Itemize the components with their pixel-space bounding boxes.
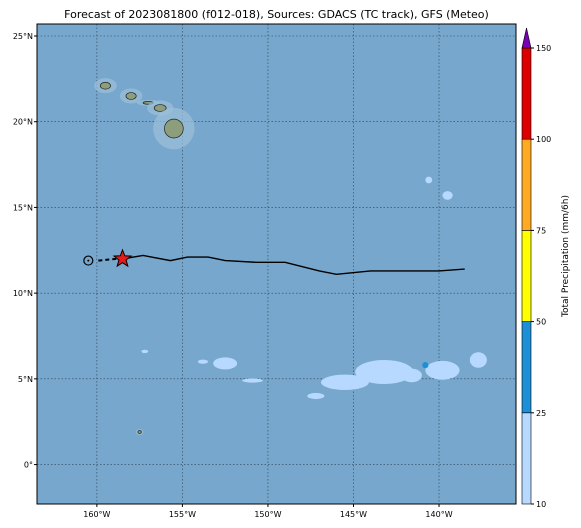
precipitation-blob (320, 374, 369, 390)
precipitation-blob (401, 368, 422, 383)
current-position-star (112, 248, 133, 268)
track-origin-dot (87, 259, 90, 262)
precipitation-blob (197, 359, 209, 364)
precipitation-blob (442, 191, 453, 200)
colorbar-segment (521, 321, 532, 414)
precipitation-blob (355, 360, 414, 384)
precipitation-blob (141, 349, 149, 354)
colorbar-segment (521, 412, 532, 505)
colorbar-extend (521, 27, 532, 49)
map-frame (36, 23, 517, 505)
lon-tick-label: 150°W (254, 510, 281, 519)
island-oahu (125, 92, 137, 100)
colorbar-segment (521, 138, 532, 231)
ocean-background (37, 24, 516, 504)
lat-tick-label: 15°N (13, 203, 33, 212)
island-kauai (99, 81, 111, 90)
lon-tick-label: 160°W (83, 510, 110, 519)
precipitation-blob (213, 357, 238, 370)
colorbar-title: Total Precipitation (mm/6h) (561, 195, 571, 318)
colorbar-segment (521, 47, 532, 140)
islands (94, 78, 195, 436)
precipitation-blob (425, 176, 433, 184)
lon-tick-label: 140°W (425, 510, 452, 519)
axis-ticks: 160°W 155°W 150°W 145°W 140°W 0° 5°N 10°N 15°N 20… (13, 32, 453, 519)
track-origin-marker (83, 255, 94, 266)
precipitation-blob (425, 360, 460, 380)
lat-tick-label: 10°N (13, 289, 33, 298)
colorbar-segment (521, 230, 532, 322)
lon-tick-label: 155°W (169, 510, 196, 519)
precipitation-blob (422, 362, 429, 369)
precipitation-blob (242, 378, 263, 383)
colorbar-tick-label: 50 (536, 318, 546, 327)
colorbar-tick-label: 10 (536, 500, 546, 509)
precipitation-blob (469, 352, 487, 368)
track-past-dashed (98, 257, 117, 262)
island-maui (153, 104, 167, 112)
lat-tick-label: 20°N (13, 118, 33, 127)
colorbar-tick-label: 150 (536, 44, 551, 53)
lat-tick-label: 5°N (18, 375, 33, 384)
island-hawaii (164, 118, 184, 139)
cyclone-track (83, 248, 465, 276)
precipitation-areas (141, 176, 487, 400)
colorbar-tick-label: 25 (536, 409, 546, 418)
lat-tick-label: 0° (24, 461, 33, 470)
colorbar: 10 25 50 75 100 150 Total Precipitation (mm/6h… (521, 27, 571, 509)
precipitation-blob (307, 392, 325, 400)
colorbar-tick-label: 75 (536, 226, 546, 235)
island-jarvis (137, 430, 142, 434)
lon-tick-label: 145°W (340, 510, 367, 519)
colorbar-tick-label: 100 (536, 135, 551, 144)
track-line (122, 254, 465, 276)
map-title: Forecast of 2023081800 (f012-018), Sourc… (64, 8, 489, 21)
lat-tick-label: 25°N (13, 32, 33, 41)
